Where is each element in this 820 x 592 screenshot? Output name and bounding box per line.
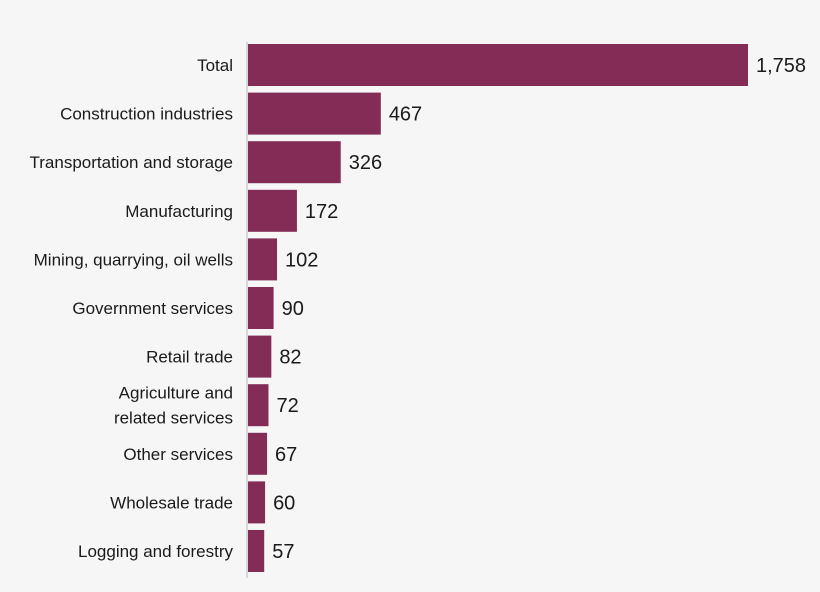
bar xyxy=(248,238,278,281)
value-label: 1,758 xyxy=(756,55,806,77)
category-label: Mining, quarrying, oil wells xyxy=(34,250,233,269)
bar xyxy=(248,530,265,572)
bar xyxy=(248,335,272,378)
bar xyxy=(248,44,748,86)
value-label: 326 xyxy=(349,152,382,174)
bar xyxy=(248,287,274,329)
value-label: 172 xyxy=(305,201,338,223)
category-label: Total xyxy=(197,56,233,75)
category-label: Government services xyxy=(72,299,233,318)
value-label: 467 xyxy=(389,104,422,126)
bar xyxy=(248,432,268,475)
bar xyxy=(248,384,269,427)
category-label: Construction industries xyxy=(60,105,233,124)
category-label: Logging and forestry xyxy=(78,542,233,561)
bar xyxy=(248,481,266,524)
value-label: 57 xyxy=(272,541,294,563)
bar xyxy=(248,92,381,135)
category-label: Wholesale trade xyxy=(110,493,233,512)
category-label: Other services xyxy=(123,445,233,464)
category-label: related services xyxy=(114,409,233,428)
category-label: Retail trade xyxy=(146,348,233,367)
value-label: 67 xyxy=(275,444,297,466)
bar xyxy=(248,141,341,184)
value-label: 102 xyxy=(285,249,318,271)
category-label: Agriculture and xyxy=(119,384,233,403)
value-label: 72 xyxy=(276,395,298,417)
bar xyxy=(248,189,297,232)
value-label: 90 xyxy=(282,298,304,320)
category-label: Transportation and storage xyxy=(30,153,234,172)
value-label: 60 xyxy=(273,492,295,514)
value-label: 82 xyxy=(279,347,301,369)
category-label: Manufacturing xyxy=(125,202,233,221)
